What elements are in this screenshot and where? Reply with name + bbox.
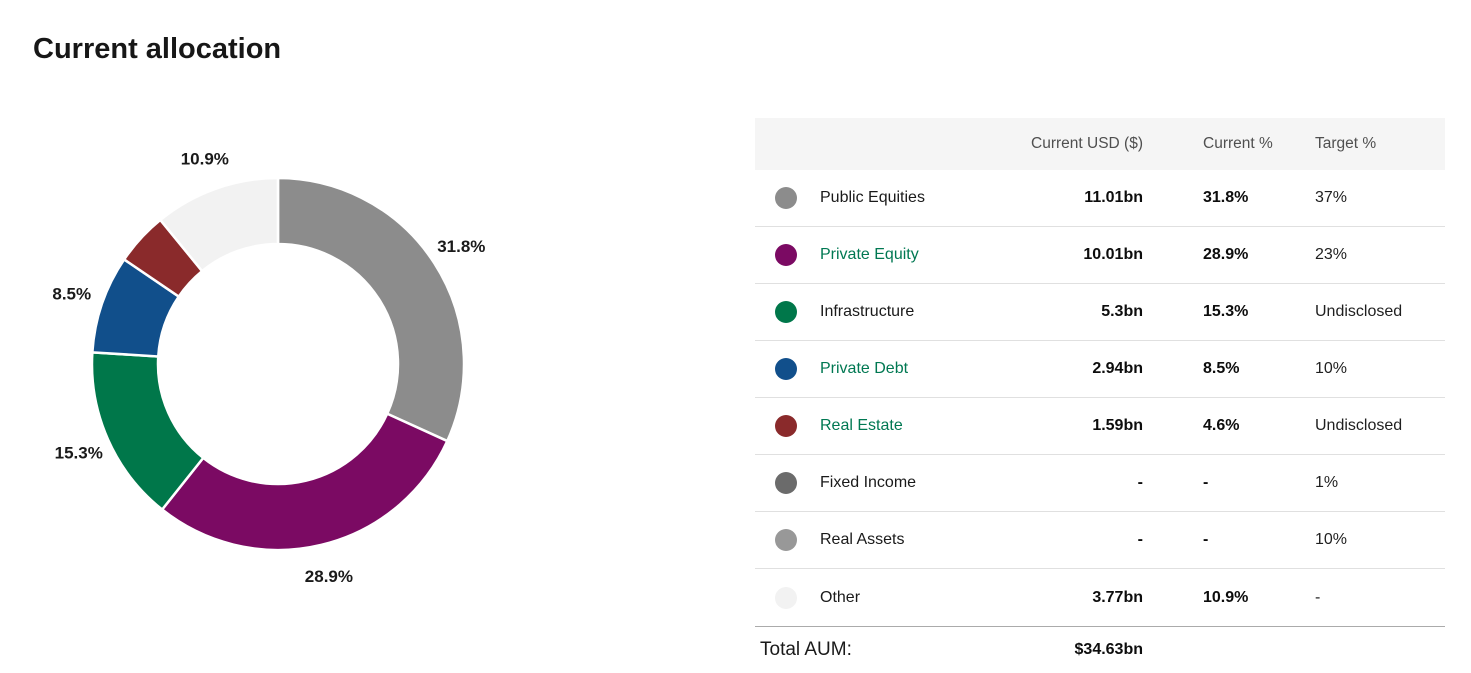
donut-slice-private-equity[interactable] [160,412,449,552]
table-row-real-assets: Real Assets - - 10% [755,512,1445,569]
asset-name-cell: Private Debt [820,360,970,378]
asset-label-fixed-income: Fixed Income [820,474,917,491]
asset-label-public-equities: Public Equities [820,189,925,206]
header-current-usd: Current USD ($) [1031,135,1143,152]
current-usd-value: - [1137,474,1143,491]
target-pct-value: 10% [1315,360,1348,377]
current-usd-value: 5.3bn [1101,303,1143,320]
asset-label-other: Other [820,588,861,606]
target-pct-value: 1% [1315,474,1339,491]
donut-label-other: 10.9% [181,150,229,169]
donut-label-infrastructure: 15.3% [55,443,103,462]
total-aum-value: $34.63bn [1074,640,1143,658]
asset-label-real-assets: Real Assets [820,531,905,548]
asset-name-cell: Private Equity [820,246,970,264]
table-body: Public Equities 11.01bn 31.8% 37% Private Eq… [755,170,1445,626]
asset-name-cell: Other [820,589,970,607]
target-pct-value: - [1315,588,1321,606]
table-row-real-estate: Real Estate 1.59bn 4.6% Undisclosed [755,398,1445,455]
header-target-pct: Target % [1315,135,1377,152]
current-usd-value: - [1137,531,1143,548]
allocation-color-dot [775,472,797,494]
table-row-private-debt: Private Debt 2.94bn 8.5% 10% [755,341,1445,398]
current-usd-value: 1.59bn [1092,417,1143,434]
dot-cell [755,529,820,551]
allocation-color-dot [775,586,797,609]
allocation-color-dot [775,358,797,380]
current-usd-value: 3.77bn [1092,588,1143,606]
current-usd-value: 11.01bn [1084,189,1143,206]
target-pct-value: Undisclosed [1315,303,1403,320]
table-row-private-equity: Private Equity 10.01bn 28.9% 23% [755,227,1445,284]
donut-slice-other[interactable] [159,176,280,273]
page-title: Current allocation [33,33,282,65]
current-pct-value: - [1203,531,1209,548]
current-pct-value: 31.8% [1203,189,1249,206]
table-header-row: Current USD ($) Current % Target % [755,118,1445,170]
asset-name-cell: Public Equities [820,189,970,207]
dot-cell [755,187,820,209]
dot-cell [755,301,820,323]
asset-link-real-estate[interactable]: Real Estate [820,417,903,434]
asset-name-cell: Fixed Income [820,474,970,492]
current-pct-value: 10.9% [1203,588,1249,606]
allocation-table: Current USD ($) Current % Target % Publi… [755,118,1445,672]
donut-label-public-equities: 31.8% [437,237,485,256]
allocation-color-dot [775,187,797,209]
asset-link-private-debt[interactable]: Private Debt [820,360,909,377]
total-aum-row: Total AUM: $34.63bn [755,626,1445,672]
asset-name-cell: Infrastructure [820,303,970,321]
dot-cell [755,586,820,609]
target-pct-value: 10% [1315,531,1348,548]
asset-link-private-equity[interactable]: Private Equity [820,246,919,263]
allocation-color-dot [775,415,797,437]
dot-cell [755,415,820,437]
asset-name-cell: Real Estate [820,417,970,435]
current-pct-value: 8.5% [1203,360,1240,377]
current-usd-value: 2.94bn [1092,360,1143,377]
asset-name-cell: Real Assets [820,531,970,549]
target-pct-value: Undisclosed [1315,417,1403,434]
target-pct-value: 23% [1315,246,1348,263]
total-aum-label: Total AUM: [760,638,852,660]
donut-label-private-debt: 8.5% [52,284,91,303]
allocation-color-dot [775,301,797,323]
current-pct-value: 15.3% [1203,303,1249,320]
current-usd-value: 10.01bn [1083,246,1143,263]
table-row-fixed-income: Fixed Income - - 1% [755,455,1445,512]
target-pct-value: 37% [1315,189,1348,206]
asset-label-infrastructure: Infrastructure [820,303,915,320]
table-row-infrastructure: Infrastructure 5.3bn 15.3% Undisclosed [755,284,1445,341]
current-pct-value: 28.9% [1203,246,1249,263]
current-pct-value: 4.6% [1203,417,1240,434]
header-current-pct: Current % [1203,135,1273,152]
dot-cell [755,244,820,266]
donut-slice-public-equities[interactable] [276,176,466,443]
table-row-public-equities: Public Equities 11.01bn 31.8% 37% [755,170,1445,227]
allocation-donut-chart: 31.8% 28.9% 15.3% 8.5% 10.9% [52,150,485,586]
dot-cell [755,358,820,380]
allocation-color-dot [775,244,797,266]
table-row-other: Other 3.77bn 10.9% - [755,569,1445,626]
dot-cell [755,472,820,494]
donut-label-private-equity: 28.9% [305,567,353,586]
current-pct-value: - [1203,474,1209,491]
allocation-color-dot [775,529,797,551]
